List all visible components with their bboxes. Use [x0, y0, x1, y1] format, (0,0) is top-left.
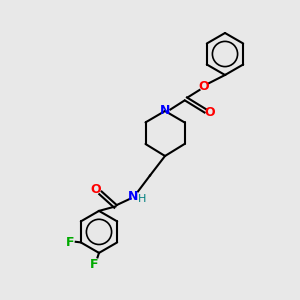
Text: N: N [160, 104, 170, 118]
Text: F: F [90, 258, 99, 272]
Text: O: O [91, 183, 101, 196]
Text: O: O [199, 80, 209, 94]
Text: F: F [66, 236, 75, 249]
Text: O: O [205, 106, 215, 119]
Text: H: H [137, 194, 146, 205]
Text: N: N [128, 190, 139, 203]
